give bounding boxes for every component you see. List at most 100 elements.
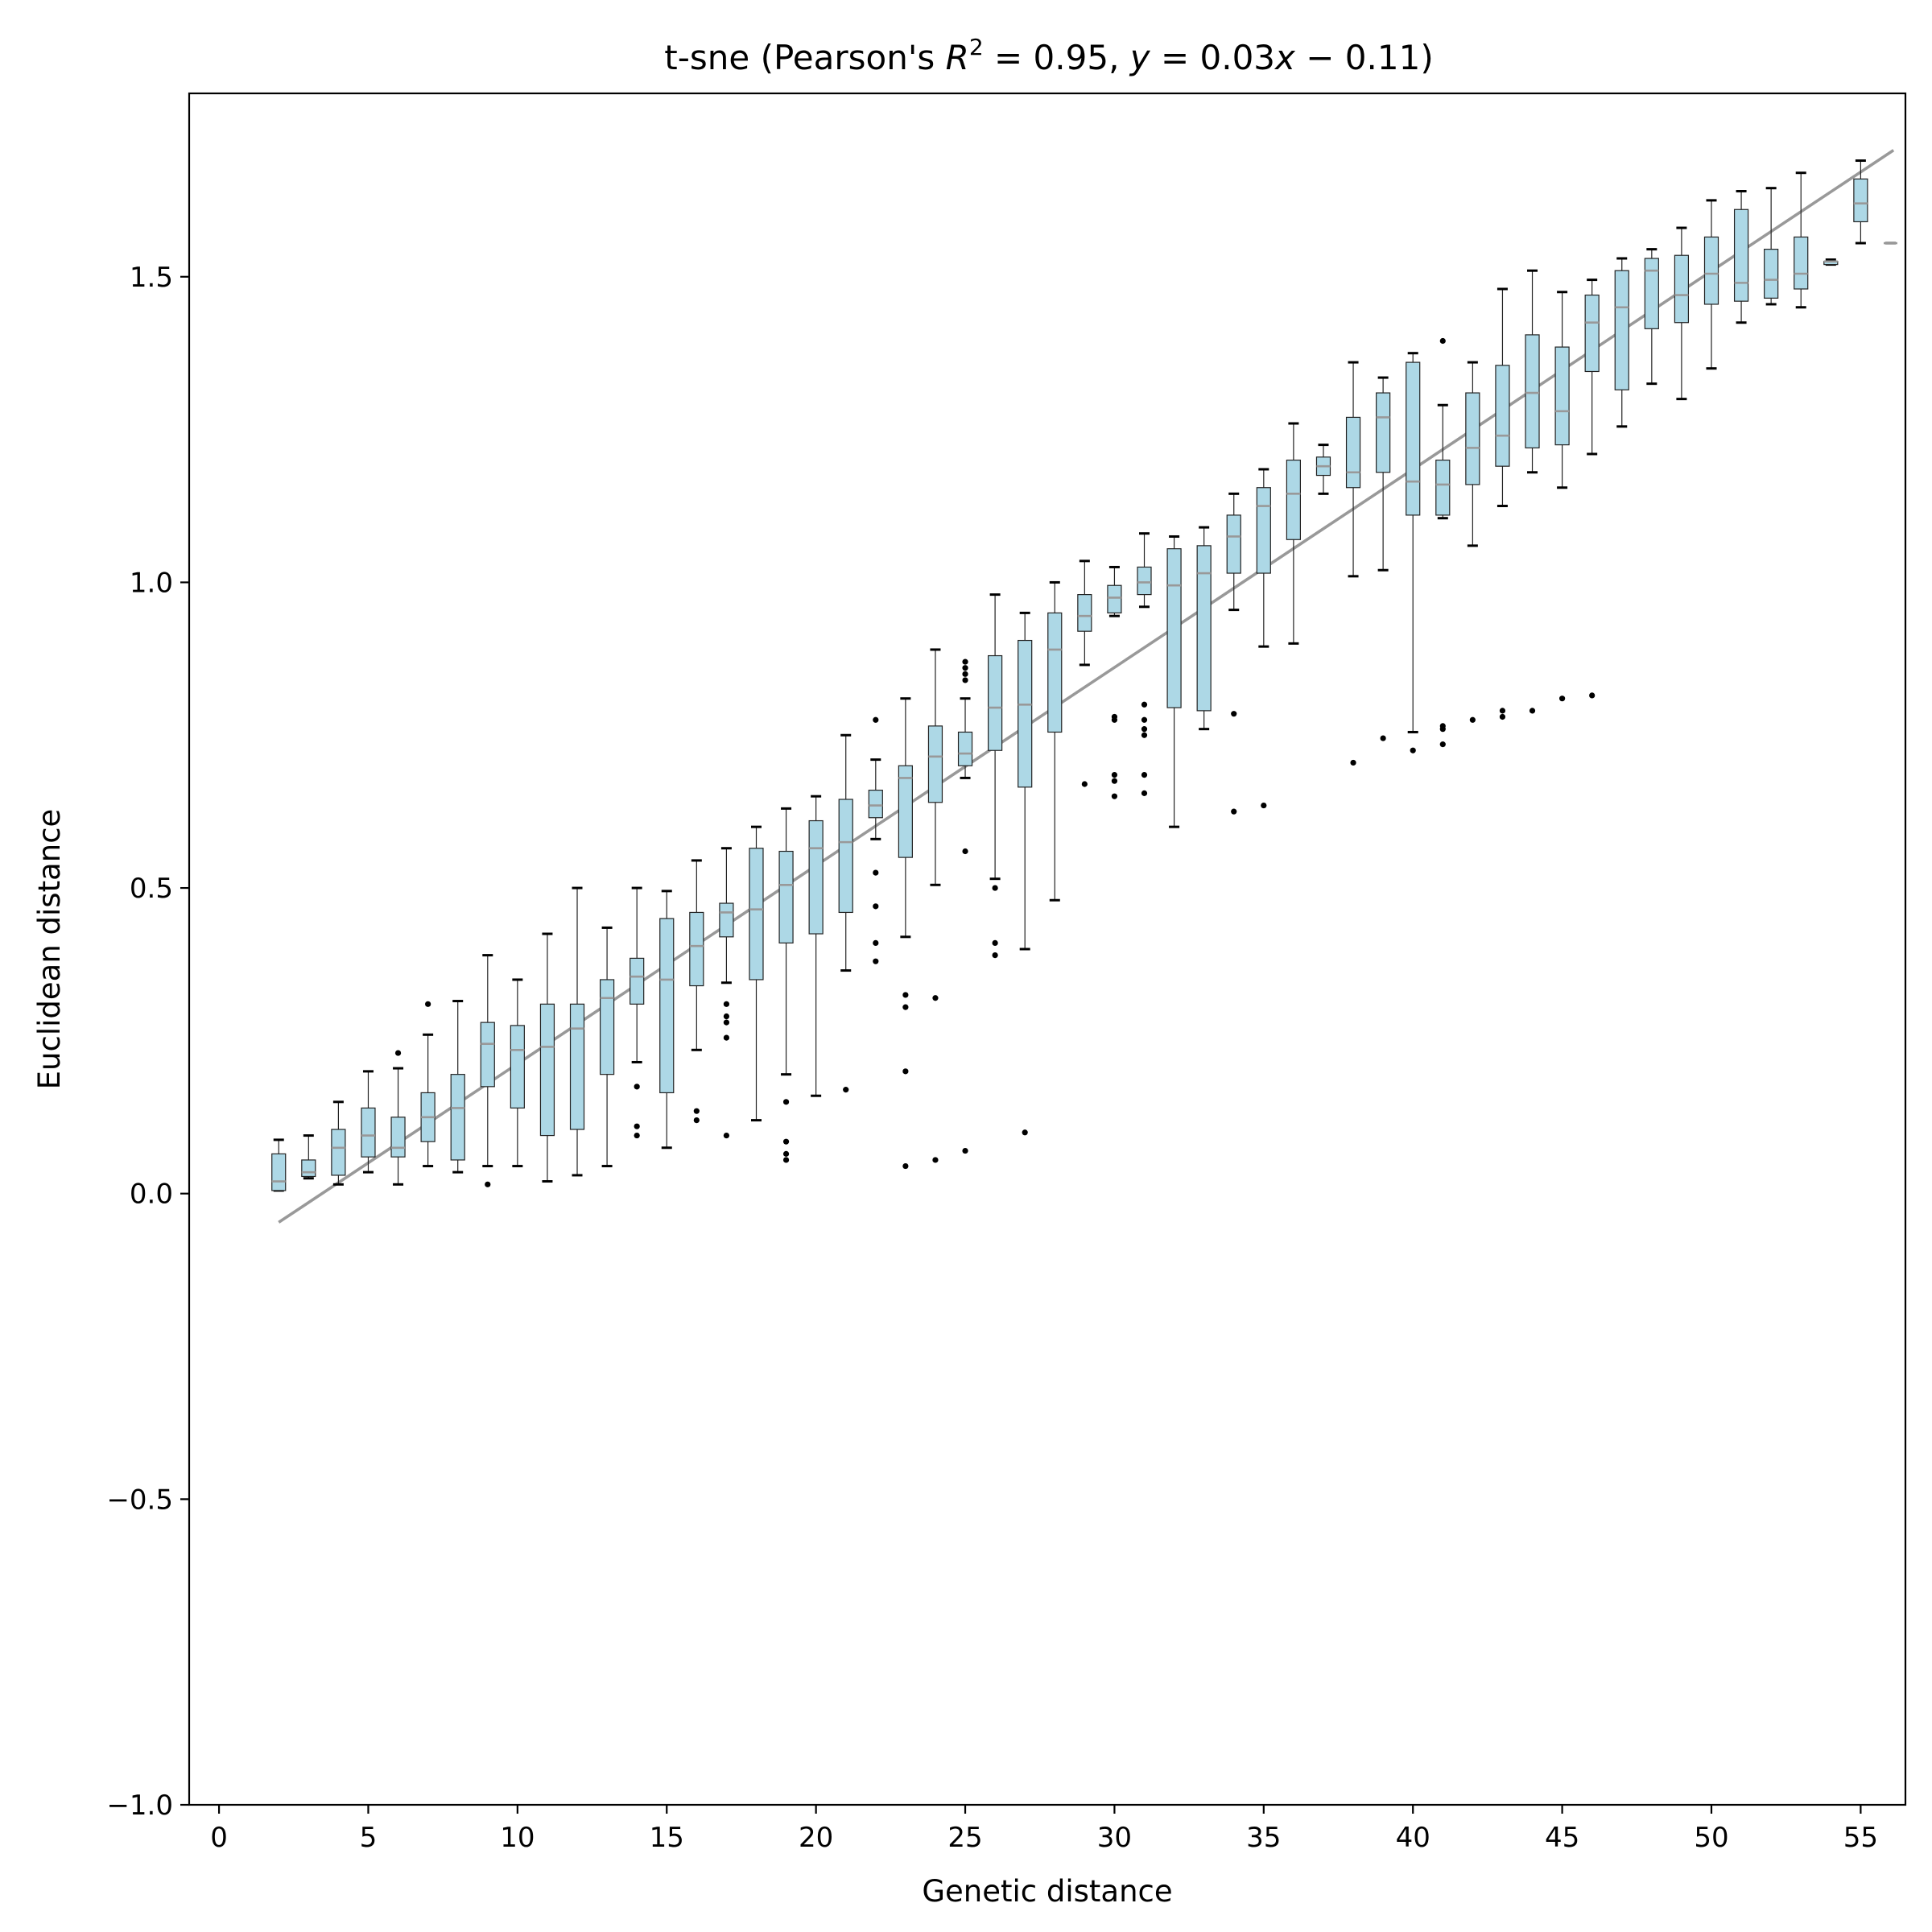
outlier-point (1141, 716, 1148, 723)
y-tick-label: 1.5 (130, 262, 173, 294)
box (450, 1074, 465, 1161)
outlier-point (932, 995, 939, 1001)
outlier-point (1410, 747, 1416, 753)
box-group (1794, 171, 1809, 309)
box (539, 1003, 555, 1137)
box (1047, 612, 1063, 733)
box (927, 725, 943, 803)
box (1406, 361, 1421, 516)
outlier-point (873, 903, 879, 910)
outlier-point (1380, 735, 1386, 741)
outlier-point (634, 1132, 640, 1139)
box (1584, 294, 1600, 373)
plot-frame (188, 92, 1907, 1806)
outlier-point (1231, 711, 1237, 717)
y-axis-label: Euclidean distance (32, 809, 67, 1090)
box (1853, 178, 1868, 223)
outlier-point (962, 671, 968, 677)
box-group (778, 807, 794, 1163)
outlier-point (634, 1084, 640, 1090)
box-group (331, 1100, 346, 1186)
outlier-point (962, 665, 968, 671)
box-group (1525, 269, 1540, 714)
outlier-point (782, 1157, 790, 1163)
outlier-point (902, 1162, 909, 1170)
outlier-point (1111, 793, 1118, 799)
box-group (1286, 422, 1301, 645)
outlier-point (1499, 708, 1506, 714)
outlier-point (782, 1138, 790, 1145)
box (838, 799, 853, 914)
box-group (1315, 444, 1331, 495)
outlier-point (1141, 732, 1148, 738)
box (390, 1117, 406, 1158)
outlier-point (1499, 713, 1506, 720)
box-group (1614, 257, 1629, 428)
box (898, 765, 913, 858)
box (1733, 208, 1749, 302)
box (749, 848, 764, 980)
box (1345, 416, 1361, 489)
box (1137, 566, 1152, 596)
outlier-point (1022, 1129, 1028, 1136)
box-group (749, 825, 764, 1122)
plot-area (271, 149, 1897, 1224)
outlier-point (1231, 808, 1237, 815)
box-group (1166, 535, 1182, 828)
box-group (1733, 189, 1749, 324)
outlier-point (1559, 696, 1566, 702)
outlier-point (932, 1157, 939, 1163)
outlier-point (1111, 716, 1118, 723)
x-tick-label: 10 (500, 1822, 535, 1854)
box (271, 1153, 287, 1191)
box-group (361, 1070, 376, 1174)
box (569, 1003, 585, 1130)
box-group (599, 926, 615, 1168)
x-tick-label: 0 (210, 1822, 228, 1854)
box-group (1435, 337, 1451, 748)
box-group (480, 954, 495, 1187)
box-group (510, 978, 525, 1168)
outlier-point (873, 716, 879, 723)
box-group (1345, 361, 1361, 766)
box-group (1226, 492, 1241, 815)
outlier-point (1141, 772, 1148, 778)
box-group (1823, 258, 1839, 266)
box-group (719, 847, 734, 1139)
box (778, 850, 794, 944)
box-group (1256, 468, 1271, 809)
box (1376, 392, 1391, 473)
outlier-point (723, 1001, 730, 1007)
box-group (1674, 226, 1690, 401)
x-tick-label: 50 (1694, 1822, 1728, 1854)
box (1465, 392, 1480, 485)
outlier-point (1141, 726, 1148, 733)
box-group (927, 648, 943, 1163)
box-group (689, 859, 704, 1124)
outlier-point (1350, 759, 1356, 766)
outlier-point (723, 1132, 730, 1139)
outlier-point (873, 939, 879, 947)
box (1764, 249, 1779, 299)
box-layer (271, 159, 1897, 1192)
y-tick-label: 1.0 (130, 567, 173, 599)
box-group (957, 658, 973, 1154)
box-group (868, 716, 883, 964)
box (988, 654, 1003, 751)
box-group (1554, 291, 1570, 702)
outlier-point (425, 1001, 431, 1007)
y-tick-label: −1.0 (106, 1790, 173, 1822)
box (689, 911, 704, 987)
box (1525, 334, 1540, 448)
x-axis: 0 5 10 15 20 25 30 35 40 45 50 55 (210, 1805, 1878, 1854)
box-group (659, 890, 675, 1150)
box (868, 789, 883, 819)
outlier-point (992, 939, 998, 947)
box-group (1644, 248, 1659, 386)
outlier-point (1111, 778, 1118, 784)
box (630, 957, 645, 1005)
box (510, 1025, 525, 1109)
box-group (420, 1001, 436, 1168)
box (1196, 545, 1212, 712)
